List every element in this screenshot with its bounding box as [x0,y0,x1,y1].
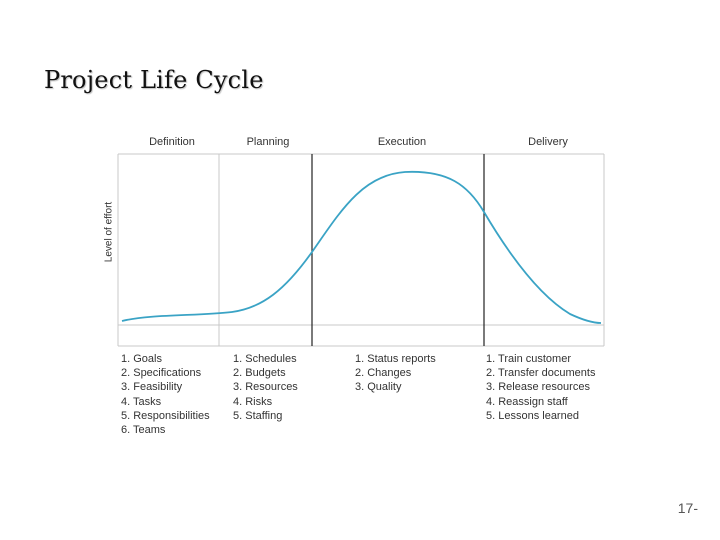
phase-header-delivery: Delivery [528,136,568,148]
phase-header-planning: Planning [246,136,290,148]
phase-header-execution: Execution [377,136,427,148]
page-number: 17- [677,500,698,516]
slide-title: Project Life Cycle [44,66,264,94]
list-item: 3. Quality [355,381,402,394]
list-item: 4. Reassign staff [486,395,568,408]
list-item: 2. Budgets [233,367,286,380]
list-item: 4. Risks [233,395,273,408]
list-item: 1. Status reports [355,353,436,365]
list-item: 1. Schedules [233,353,297,365]
list-item: 5. Lessons learned [486,409,579,422]
phase-header-definition: Definition [149,136,195,148]
list-item: 5. Responsibilities [121,409,210,422]
definition-task-list: 1. Goals 2. Specifications 3. Feasibilit… [121,352,210,437]
list-item: 1. Train customer [486,353,571,365]
list-item: 2. Specifications [121,367,202,380]
list-item: 3. Feasibility [121,381,183,394]
list-item: 3. Release resources [486,381,590,394]
delivery-task-list: 1. Train customer 2. Transfer documents … [486,352,595,423]
list-item: 5. Staffing [233,409,283,422]
list-item: 1. Goals [121,353,162,365]
list-item: 2. Transfer documents [486,367,596,380]
planning-task-list: 1. Schedules 2. Budgets 3. Resources 4. … [233,352,298,423]
y-axis-label: Level of effort [103,201,115,263]
list-item: 6. Teams [121,424,166,437]
list-item: 3. Resources [233,381,298,394]
execution-task-list: 1. Status reports 2. Changes 3. Quality [355,352,436,395]
list-item: 4. Tasks [121,395,162,408]
list-item: 2. Changes [355,367,412,380]
effort-curve [121,171,602,324]
